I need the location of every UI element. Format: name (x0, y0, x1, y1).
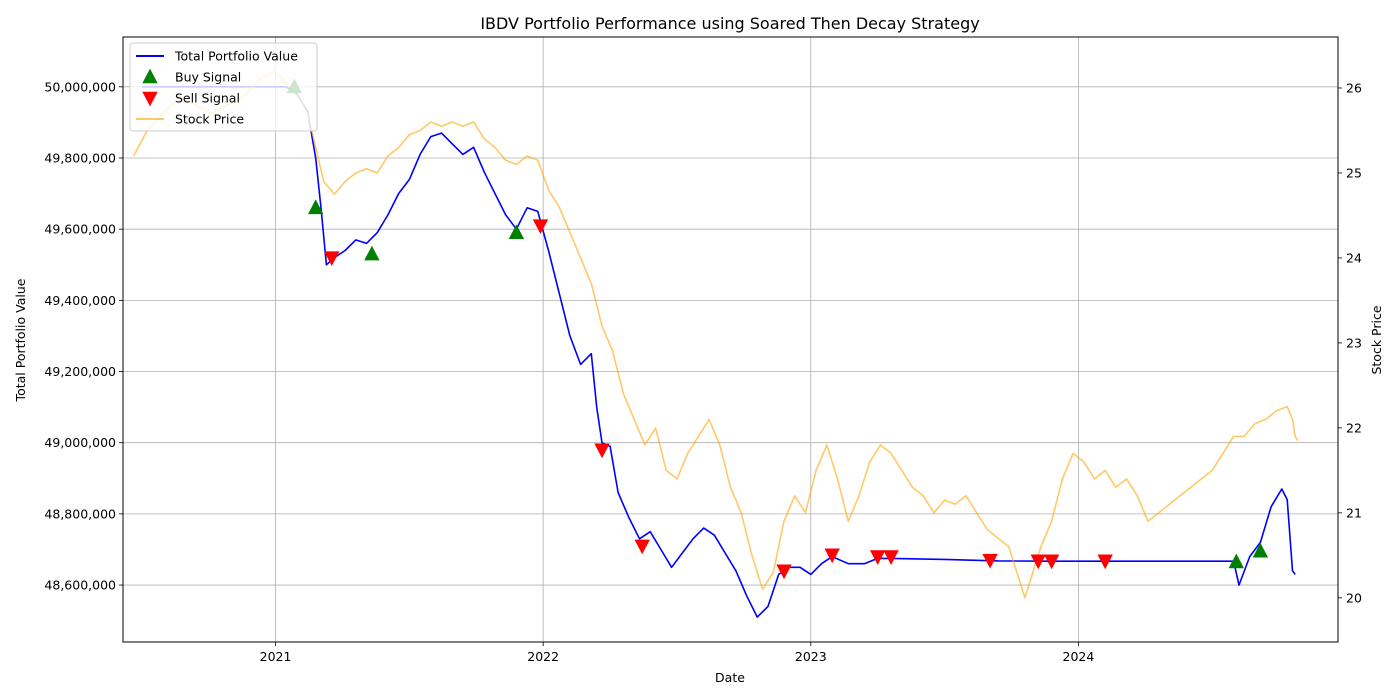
sell-signal-marker (324, 251, 340, 267)
x-axis: 2021 2022 2023 2024 (260, 642, 1095, 664)
sell-signal-marker (776, 564, 792, 580)
legend-label-buy-signal: Buy Signal (175, 70, 241, 85)
legend-label-total-portfolio-value: Total Portfolio Value (174, 49, 298, 64)
y-axis-right-title: Stock Price (1369, 305, 1384, 374)
total-portfolio-value-line (141, 86, 1296, 618)
sell-signal-marker (982, 553, 998, 569)
y-right-tick-label: 21 (1346, 505, 1362, 520)
legend-swatch-buy-signal (142, 68, 158, 84)
y-right-tick-label: 26 (1346, 80, 1362, 95)
y-right-tick-label: 23 (1346, 335, 1362, 350)
y-left-tick-label: 48,600,000 (44, 578, 116, 593)
y-right-tick-label: 25 (1346, 165, 1362, 180)
buy-signal-marker (1252, 542, 1269, 558)
legend-box (129, 42, 318, 132)
sell-signal-marker (1097, 554, 1113, 570)
y-right-tick-label: 22 (1346, 420, 1362, 435)
sell-signal-marker (594, 443, 610, 459)
legend-label-stock-price: Stock Price (175, 112, 244, 127)
plot-frame (122, 36, 1339, 643)
sell-signal-marker (1043, 554, 1060, 570)
y-axis-left: 48,600,000 48,800,000 49,000,000 49,200,000… (44, 79, 123, 593)
buy-signal-marker (364, 245, 380, 261)
legend: Total Portfolio Value Buy Signal Sell Sign… (129, 42, 318, 132)
sell-signal-marker (634, 539, 650, 555)
grid-lines (123, 37, 1338, 642)
y-left-tick-label: 50,000,000 (44, 79, 116, 94)
buy-signal-marker (307, 199, 324, 215)
sell-signal-marker (883, 550, 899, 565)
signal-layer (286, 78, 1269, 580)
sell-signal-marker (532, 219, 549, 235)
y-right-tick-label: 24 (1346, 250, 1362, 265)
y-axis-right: 20 21 22 23 24 25 26 (1338, 80, 1362, 605)
series-layer (132, 70, 1299, 618)
y-right-tick-label: 20 (1346, 590, 1362, 605)
y-left-tick-label: 49,600,000 (44, 222, 116, 237)
sell-signal-marker (1030, 554, 1046, 570)
y-left-tick-label: 48,800,000 (44, 506, 116, 521)
x-tick-label: 2023 (795, 649, 827, 664)
y-left-tick-label: 49,800,000 (44, 151, 116, 166)
legend-swatch-sell-signal (142, 91, 158, 107)
y-left-tick-label: 49,400,000 (44, 293, 116, 308)
stock-price-line (132, 70, 1299, 599)
chart-title: IBDV Portfolio Performance using Soared … (480, 14, 979, 33)
legend-label-sell-signal: Sell Signal (175, 91, 240, 106)
y-left-tick-label: 49,200,000 (44, 364, 116, 379)
buy-signal-marker (508, 224, 525, 240)
sell-signal-marker (824, 548, 840, 564)
buy-signal-marker (1228, 553, 1245, 569)
x-tick-label: 2021 (260, 649, 292, 664)
x-axis-title: Date (715, 670, 745, 685)
sell-signal-marker (869, 550, 886, 565)
y-axis-left-title: Total Portfolio Value (13, 278, 28, 402)
x-tick-label: 2024 (1063, 649, 1095, 664)
x-tick-label: 2022 (527, 649, 559, 664)
y-left-tick-label: 49,000,000 (44, 435, 116, 450)
